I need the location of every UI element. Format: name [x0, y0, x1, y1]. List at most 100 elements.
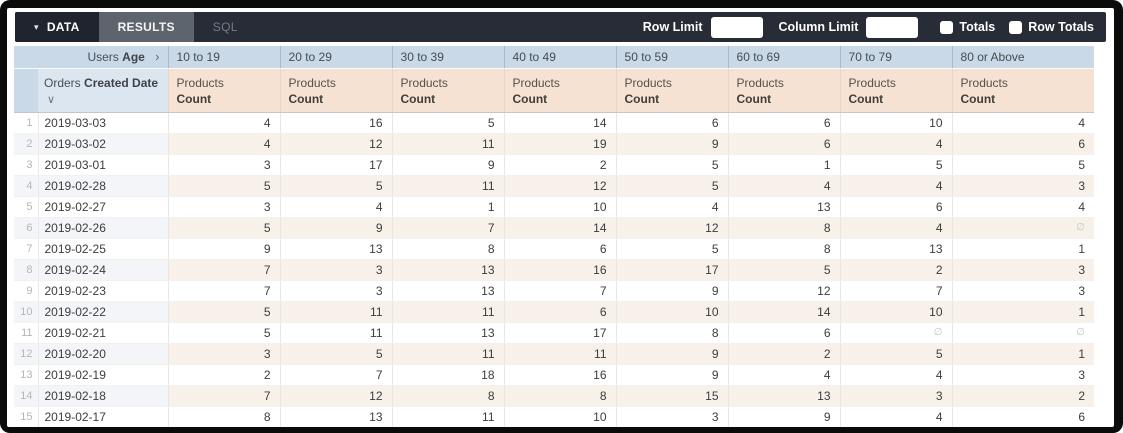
totals-checkbox[interactable] — [940, 20, 954, 34]
value-cell[interactable]: 3 — [951, 259, 1094, 281]
value-cell[interactable]: 4 — [615, 196, 729, 218]
value-cell[interactable]: 9 — [167, 238, 281, 260]
value-cell[interactable]: 10 — [503, 196, 617, 218]
tab-results[interactable]: RESULTS — [98, 12, 194, 42]
value-cell[interactable]: 3 — [951, 175, 1094, 197]
value-cell[interactable]: 11 — [503, 343, 617, 365]
measure-header[interactable]: Products Count — [727, 68, 841, 113]
value-cell[interactable]: 5 — [615, 175, 729, 197]
pivot-value-header[interactable]: 50 to 59 — [615, 46, 729, 69]
value-cell[interactable]: ∅ — [951, 217, 1094, 239]
date-cell[interactable]: 2019-02-20 — [38, 343, 169, 365]
value-cell[interactable]: 13 — [391, 259, 505, 281]
value-cell[interactable]: 1 — [951, 343, 1094, 365]
value-cell[interactable]: 7 — [167, 259, 281, 281]
date-cell[interactable]: 2019-02-23 — [38, 280, 169, 302]
value-cell[interactable]: 6 — [503, 301, 617, 323]
value-cell[interactable]: 9 — [615, 133, 729, 155]
value-cell[interactable]: 5 — [615, 154, 729, 176]
pivot-value-header[interactable]: 80 or Above — [951, 46, 1094, 69]
value-cell[interactable]: 3 — [279, 259, 393, 281]
pivot-dimension-header[interactable]: Users Age › — [14, 46, 169, 69]
value-cell[interactable]: 2 — [167, 364, 281, 386]
value-cell[interactable]: 10 — [615, 301, 729, 323]
pivot-value-header[interactable]: 10 to 19 — [167, 46, 281, 69]
value-cell[interactable]: 3 — [167, 343, 281, 365]
date-cell[interactable]: 2019-02-22 — [38, 301, 169, 323]
value-cell[interactable]: 12 — [279, 385, 393, 407]
value-cell[interactable]: 6 — [951, 406, 1094, 427]
value-cell[interactable]: 3 — [167, 196, 281, 218]
row-limit-input[interactable] — [710, 16, 763, 38]
pivot-value-header[interactable]: 70 to 79 — [839, 46, 953, 69]
value-cell[interactable]: 11 — [279, 301, 393, 323]
date-cell[interactable]: 2019-02-28 — [38, 175, 169, 197]
value-cell[interactable]: 5 — [727, 259, 841, 281]
value-cell[interactable]: 10 — [839, 112, 953, 134]
value-cell[interactable]: 1 — [727, 154, 841, 176]
value-cell[interactable]: 7 — [391, 217, 505, 239]
value-cell[interactable]: 2 — [727, 343, 841, 365]
value-cell[interactable]: 5 — [839, 154, 953, 176]
value-cell[interactable]: 4 — [951, 112, 1094, 134]
value-cell[interactable]: 17 — [615, 259, 729, 281]
value-cell[interactable]: 5 — [167, 301, 281, 323]
value-cell[interactable]: 4 — [839, 133, 953, 155]
value-cell[interactable]: 5 — [391, 112, 505, 134]
value-cell[interactable]: 11 — [391, 343, 505, 365]
date-cell[interactable]: 2019-03-03 — [38, 112, 169, 134]
value-cell[interactable]: 9 — [615, 364, 729, 386]
date-cell[interactable]: 2019-02-27 — [38, 196, 169, 218]
value-cell[interactable]: 5 — [839, 343, 953, 365]
value-cell[interactable]: 2 — [951, 385, 1094, 407]
value-cell[interactable]: 11 — [279, 322, 393, 344]
date-cell[interactable]: 2019-03-01 — [38, 154, 169, 176]
value-cell[interactable]: 6 — [951, 133, 1094, 155]
date-cell[interactable]: 2019-02-18 — [38, 385, 169, 407]
value-cell[interactable]: 5 — [279, 175, 393, 197]
value-cell[interactable]: 9 — [615, 343, 729, 365]
value-cell[interactable]: 17 — [503, 322, 617, 344]
value-cell[interactable]: 6 — [727, 112, 841, 134]
value-cell[interactable]: 19 — [503, 133, 617, 155]
value-cell[interactable]: 4 — [727, 175, 841, 197]
tab-sql[interactable]: SQL — [194, 12, 257, 42]
measure-header[interactable]: Products Count — [391, 68, 505, 113]
value-cell[interactable]: 2 — [839, 259, 953, 281]
value-cell[interactable]: 11 — [391, 406, 505, 427]
value-cell[interactable]: 11 — [391, 301, 505, 323]
value-cell[interactable]: 7 — [167, 280, 281, 302]
pivot-value-header[interactable]: 40 to 49 — [503, 46, 617, 69]
value-cell[interactable]: 4 — [279, 196, 393, 218]
value-cell[interactable]: 3 — [615, 406, 729, 427]
column-limit-input[interactable] — [866, 16, 919, 38]
value-cell[interactable]: 6 — [727, 133, 841, 155]
value-cell[interactable]: 8 — [167, 406, 281, 427]
value-cell[interactable]: 8 — [391, 385, 505, 407]
value-cell[interactable]: 7 — [839, 280, 953, 302]
value-cell[interactable]: 13 — [839, 238, 953, 260]
value-cell[interactable]: 3 — [951, 280, 1094, 302]
value-cell[interactable]: 5 — [167, 217, 281, 239]
value-cell[interactable]: 3 — [951, 364, 1094, 386]
value-cell[interactable]: 17 — [279, 154, 393, 176]
value-cell[interactable]: 5 — [951, 154, 1094, 176]
value-cell[interactable]: 12 — [615, 217, 729, 239]
measure-header[interactable]: Products Count — [503, 68, 617, 113]
value-cell[interactable]: 11 — [391, 175, 505, 197]
measure-header[interactable]: Products Count — [167, 68, 281, 113]
measure-header[interactable]: Products Count — [951, 68, 1094, 113]
value-cell[interactable]: 13 — [391, 322, 505, 344]
date-cell[interactable]: 2019-02-19 — [38, 364, 169, 386]
value-cell[interactable]: 9 — [727, 406, 841, 427]
value-cell[interactable]: 8 — [615, 322, 729, 344]
value-cell[interactable]: 3 — [279, 280, 393, 302]
pivot-value-header[interactable]: 20 to 29 — [279, 46, 393, 69]
row-totals-checkbox[interactable] — [1009, 20, 1023, 34]
value-cell[interactable]: 12 — [503, 175, 617, 197]
value-cell[interactable]: 13 — [727, 385, 841, 407]
value-cell[interactable]: 15 — [615, 385, 729, 407]
pivot-value-header[interactable]: 30 to 39 — [391, 46, 505, 69]
value-cell[interactable]: 10 — [839, 301, 953, 323]
value-cell[interactable]: 4 — [727, 364, 841, 386]
